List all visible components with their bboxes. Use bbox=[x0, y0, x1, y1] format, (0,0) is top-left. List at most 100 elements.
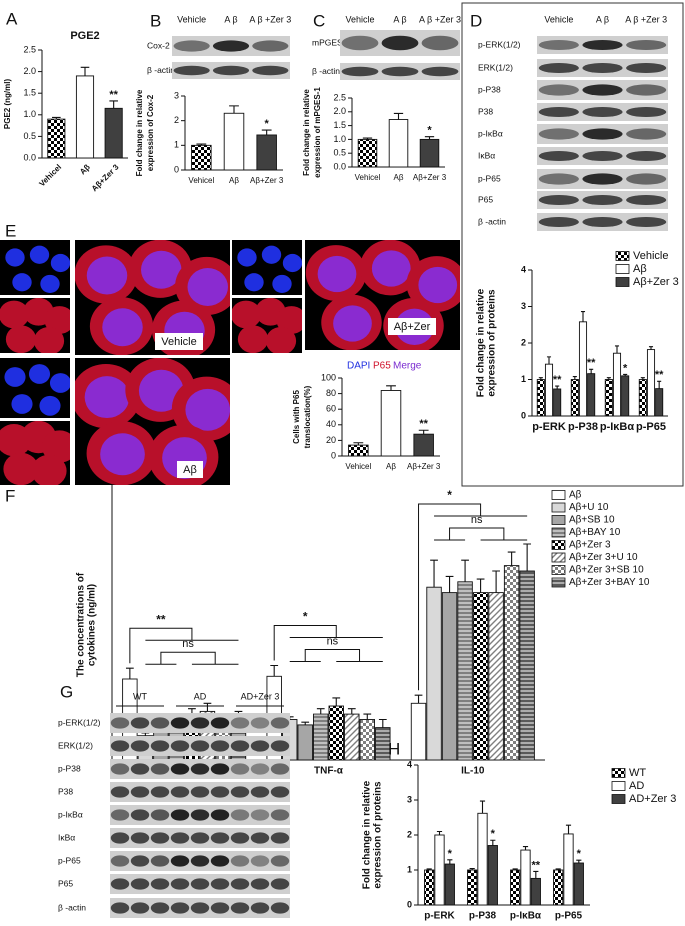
cell bbox=[265, 326, 297, 353]
blot-band bbox=[130, 786, 150, 798]
bracket bbox=[418, 503, 528, 691]
lane-label: AD bbox=[194, 691, 207, 701]
row-label: Cox-2 bbox=[147, 40, 170, 50]
bar bbox=[587, 373, 596, 417]
blot-band bbox=[250, 855, 270, 867]
bar bbox=[328, 705, 344, 761]
bar bbox=[510, 869, 521, 906]
error-bar bbox=[565, 824, 572, 834]
x-tick-label: Aβ+Zer 3 bbox=[407, 462, 441, 471]
error-bar bbox=[332, 697, 341, 706]
row-label: p-ERK(1/2) bbox=[58, 717, 101, 727]
error-bar bbox=[418, 429, 429, 435]
y-tick-label: 0 bbox=[331, 450, 336, 460]
y-tick-label: 0.5 bbox=[333, 148, 346, 158]
y-tick-label: 2 bbox=[174, 115, 179, 125]
x-tick-label: TNF-α bbox=[314, 766, 344, 777]
blot-band bbox=[230, 717, 250, 729]
panel-label: D bbox=[470, 11, 482, 30]
cell bbox=[232, 300, 262, 329]
error-bar bbox=[270, 664, 279, 677]
error-bar bbox=[538, 377, 543, 380]
blot-band bbox=[212, 40, 250, 52]
legend-label: Aβ+Zer 3 bbox=[633, 276, 679, 288]
legend-label: WT bbox=[629, 767, 646, 779]
legend-label: Aβ+Zer 3 bbox=[569, 540, 611, 551]
row-label: p-ERK(1/2) bbox=[478, 39, 521, 49]
bar bbox=[655, 388, 664, 417]
x-tick-label: p-IκBα bbox=[600, 421, 635, 433]
row-label: β -actin bbox=[478, 216, 506, 226]
image-label: Aβ+Zer bbox=[394, 321, 431, 333]
row-label: p-IκBα bbox=[58, 809, 83, 819]
row-label: mPGES-1 bbox=[312, 37, 351, 47]
blot-band bbox=[270, 809, 290, 821]
blot-band bbox=[582, 128, 623, 140]
image-label-bg bbox=[388, 318, 436, 335]
nucleus bbox=[244, 273, 264, 292]
bar bbox=[612, 352, 622, 417]
row-label: ERK(1/2) bbox=[58, 740, 93, 750]
lane-label: A β bbox=[393, 14, 406, 24]
blot-band bbox=[230, 855, 250, 867]
x-tick-label: Aβ bbox=[394, 173, 404, 182]
error-bar bbox=[261, 129, 272, 135]
blot-band bbox=[130, 763, 150, 775]
row-label: P65 bbox=[58, 878, 73, 888]
bar bbox=[553, 388, 562, 417]
significance: * bbox=[577, 848, 582, 860]
error-bar bbox=[533, 870, 539, 879]
bar bbox=[359, 719, 375, 761]
blot-band bbox=[110, 878, 130, 890]
row-label: p-P38 bbox=[58, 763, 81, 773]
lane-label: Vehicle bbox=[177, 14, 206, 24]
image-label-bg bbox=[177, 461, 203, 478]
nucleus bbox=[4, 367, 26, 387]
blot-band bbox=[130, 717, 150, 729]
blot-band bbox=[270, 763, 290, 775]
blot-band bbox=[538, 128, 579, 140]
bracket bbox=[145, 651, 239, 665]
nucleus bbox=[29, 245, 50, 264]
y-axis-label: expression of mPGES-1 bbox=[313, 87, 322, 178]
x-tick-label: Vehicel bbox=[37, 163, 63, 189]
error-bar bbox=[196, 143, 207, 146]
error-bar bbox=[362, 137, 373, 140]
legend-swatch bbox=[611, 781, 626, 791]
nucleus bbox=[187, 268, 228, 306]
error-bar bbox=[52, 116, 61, 120]
blot-band bbox=[190, 740, 210, 752]
lane-label: A β +Zer 3 bbox=[419, 14, 461, 24]
error-bar bbox=[80, 66, 90, 76]
y-tick-label: 1 bbox=[407, 864, 412, 874]
legend-label: Aβ+Zer 3+U 10 bbox=[569, 552, 638, 563]
blot-band bbox=[250, 717, 270, 729]
bar bbox=[256, 134, 277, 171]
error-bar bbox=[479, 800, 486, 814]
blot-band bbox=[190, 855, 210, 867]
blot-band bbox=[250, 763, 270, 775]
error-bar bbox=[424, 136, 435, 140]
blot-band bbox=[130, 878, 150, 890]
lane-label: A β bbox=[596, 14, 609, 24]
blot-band bbox=[582, 84, 623, 96]
nucleus bbox=[418, 266, 458, 304]
error-bar bbox=[393, 112, 404, 120]
blot-band bbox=[582, 106, 623, 118]
bar bbox=[570, 379, 579, 417]
error-bar bbox=[492, 570, 500, 593]
row-label: p-P65 bbox=[478, 173, 501, 183]
error-bar bbox=[301, 721, 310, 725]
blot-band bbox=[150, 855, 170, 867]
y-tick-label: 1.5 bbox=[23, 88, 36, 98]
error-bar bbox=[572, 376, 577, 380]
blot-band bbox=[270, 855, 290, 867]
blot-band bbox=[230, 832, 250, 844]
bar bbox=[573, 862, 584, 906]
bar bbox=[313, 713, 329, 761]
blot-band bbox=[270, 878, 290, 890]
row-label: P65 bbox=[478, 194, 493, 204]
blot-band bbox=[212, 65, 250, 76]
blot-band bbox=[110, 763, 130, 775]
nucleus bbox=[371, 250, 411, 287]
